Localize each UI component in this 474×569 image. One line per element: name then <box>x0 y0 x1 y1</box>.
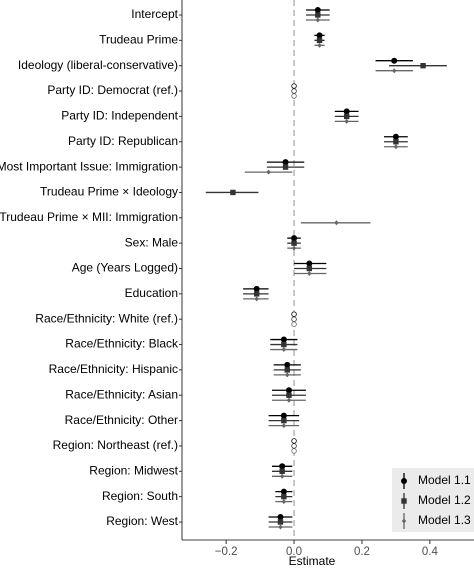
y-tick-label: Age (Years Logged) <box>72 261 178 275</box>
point <box>284 361 291 368</box>
point <box>291 93 297 99</box>
point <box>291 88 297 94</box>
point <box>230 189 236 196</box>
y-tick-label: Race/Ethnicity: Hispanic <box>49 362 178 376</box>
point <box>291 83 297 89</box>
point <box>280 488 287 495</box>
point <box>306 260 313 267</box>
point <box>391 57 398 64</box>
point <box>280 412 287 419</box>
point <box>392 68 397 74</box>
point <box>253 285 260 292</box>
point <box>316 32 323 39</box>
point <box>343 113 350 120</box>
y-tick-label: Region: Northeast (ref.) <box>53 438 178 452</box>
point <box>307 271 312 276</box>
y-tick-label: Trudeau Prime <box>99 33 178 47</box>
point <box>291 321 297 327</box>
point <box>279 463 286 470</box>
x-tick-label: 0.2 <box>354 546 370 558</box>
y-tick-label: Region: West <box>106 514 178 528</box>
point <box>278 524 283 530</box>
point <box>291 316 297 322</box>
y-tick-label: Race/Ethnicity: Black <box>65 337 179 351</box>
y-tick-label: Sex: Male <box>125 235 179 249</box>
point <box>291 438 297 444</box>
point <box>253 291 260 297</box>
y-tick-label: Region: Midwest <box>89 463 178 477</box>
point <box>280 336 287 343</box>
point <box>315 17 321 23</box>
y-tick-label: Party ID: Independent <box>61 109 178 123</box>
x-tick-label: 0.0 <box>286 546 302 558</box>
point <box>281 499 287 505</box>
point <box>285 372 290 378</box>
y-tick-label: Education <box>125 286 178 300</box>
y-tick-label: Party ID: Democrat (ref.) <box>47 83 178 97</box>
point <box>286 392 292 398</box>
point <box>306 265 313 272</box>
point <box>279 473 285 479</box>
y-tick-label: Party ID: Republican <box>68 134 178 148</box>
point <box>277 519 284 525</box>
x-tick-label: 0.4 <box>422 546 439 558</box>
point <box>291 448 297 454</box>
y-tick-label: Race/Ethnicity: White (ref.) <box>35 311 178 325</box>
point <box>281 417 287 424</box>
y-tick-label: Region: South <box>102 489 178 503</box>
point <box>315 12 321 18</box>
point <box>316 37 323 44</box>
legend-label: Model 1.3 <box>418 513 471 527</box>
point <box>291 235 298 242</box>
point <box>277 514 284 520</box>
y-tick-label: Trudeau Prime × MII: Immigration <box>0 210 178 224</box>
point <box>343 108 350 115</box>
y-tick-label: Race/Ethnicity: Asian <box>65 387 178 401</box>
point <box>284 367 290 373</box>
point <box>393 139 399 145</box>
point <box>285 387 292 394</box>
y-tick-label: Intercept <box>131 7 178 21</box>
x-axis-label: Estimate <box>289 554 336 568</box>
point <box>314 7 321 13</box>
point <box>420 63 426 69</box>
point <box>282 164 289 170</box>
point <box>291 245 297 251</box>
point <box>291 443 297 449</box>
point <box>286 397 292 403</box>
point <box>393 144 399 150</box>
point <box>282 159 289 166</box>
legend-label: Model 1.1 <box>418 473 471 487</box>
point <box>401 498 407 504</box>
point <box>334 220 339 226</box>
point <box>401 518 407 524</box>
point <box>317 42 322 48</box>
y-tick-label: Race/Ethnicity: Other <box>65 413 178 427</box>
point <box>266 169 271 175</box>
x-tick-label: −0.2 <box>215 546 238 558</box>
legend: Model 1.1 Model 1.2 Model 1.3 <box>392 468 474 532</box>
y-tick-label: Ideology (liberal-conservative) <box>18 58 178 72</box>
y-tick-label: Trudeau Prime × Ideology <box>40 185 178 199</box>
point <box>281 493 287 500</box>
point <box>392 133 399 140</box>
point <box>254 296 259 302</box>
point <box>401 478 407 484</box>
point <box>281 341 287 348</box>
legend-label: Model 1.2 <box>418 493 471 507</box>
point <box>344 118 349 124</box>
y-tick-label: Most Important Issue: Immigration <box>0 159 178 173</box>
point <box>279 468 285 474</box>
point <box>281 347 287 353</box>
point <box>281 423 287 429</box>
point <box>291 311 297 317</box>
point <box>291 240 297 246</box>
